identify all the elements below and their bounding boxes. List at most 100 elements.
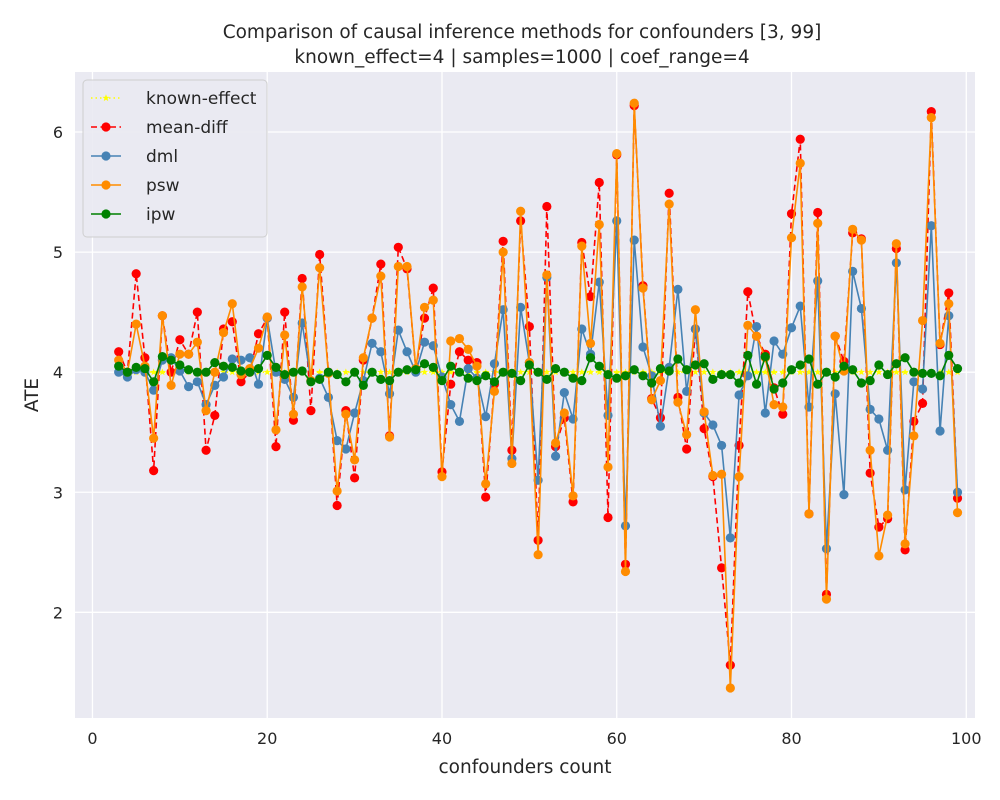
data-point — [463, 363, 473, 374]
data-point — [175, 360, 185, 370]
data-point — [507, 368, 517, 378]
data-point — [516, 302, 526, 312]
x-tick-label: 100 — [951, 729, 982, 748]
data-point — [332, 486, 342, 496]
data-point — [463, 373, 473, 383]
data-point — [481, 492, 491, 502]
legend-label: mean-diff — [146, 118, 229, 138]
data-point — [402, 347, 412, 357]
data-point — [690, 305, 700, 315]
data-point — [419, 302, 430, 312]
data-point — [883, 510, 893, 520]
legend-label: dml — [146, 147, 178, 167]
data-point — [559, 367, 569, 377]
data-point — [690, 324, 700, 334]
data-point — [253, 363, 264, 374]
data-point — [316, 368, 324, 376]
x-tick-label: 20 — [257, 729, 277, 748]
data-point — [673, 354, 683, 364]
data-point — [900, 539, 910, 549]
data-point — [900, 353, 910, 363]
data-point — [699, 359, 709, 369]
data-point — [149, 385, 159, 395]
data-point — [428, 295, 438, 305]
data-point — [952, 487, 963, 497]
data-point — [550, 363, 561, 374]
data-point — [192, 367, 202, 377]
data-point — [218, 372, 229, 382]
data-point — [419, 313, 430, 323]
data-point — [917, 315, 928, 326]
data-point — [227, 362, 237, 372]
data-point — [734, 390, 744, 400]
x-tick-label: 80 — [781, 729, 801, 748]
data-point — [909, 431, 919, 441]
data-point — [192, 337, 202, 347]
data-point — [236, 377, 246, 387]
data-point — [157, 311, 167, 321]
data-point — [952, 508, 963, 518]
data-point — [830, 389, 840, 399]
data-point — [945, 368, 953, 376]
data-point — [498, 236, 508, 246]
series-ipw — [114, 350, 963, 394]
data-point — [367, 313, 377, 323]
data-point — [866, 368, 874, 376]
data-point — [585, 291, 596, 302]
data-point — [201, 406, 211, 416]
data-point — [830, 331, 840, 341]
data-point — [437, 472, 447, 482]
data-point — [114, 361, 124, 371]
data-point — [814, 368, 822, 376]
data-point — [131, 319, 141, 329]
data-point — [542, 374, 552, 384]
data-point — [594, 177, 604, 188]
data-point — [700, 368, 708, 376]
data-point — [210, 367, 220, 377]
data-point — [543, 368, 551, 376]
data-point — [358, 380, 368, 390]
data-point — [454, 367, 465, 377]
data-point — [341, 444, 351, 454]
data-point — [926, 113, 936, 123]
data-point — [892, 368, 900, 376]
data-point — [350, 473, 360, 483]
data-point — [569, 368, 577, 376]
data-point — [332, 500, 342, 511]
data-point — [673, 284, 683, 294]
data-point — [192, 377, 202, 387]
data-point — [288, 409, 299, 419]
data-point — [533, 367, 543, 377]
data-point — [917, 398, 928, 409]
data-point — [577, 375, 587, 386]
data-point — [935, 426, 945, 436]
data-point — [586, 368, 595, 376]
data-point — [821, 594, 832, 604]
data-point — [341, 377, 351, 387]
data-point — [342, 368, 350, 376]
data-point — [297, 282, 307, 292]
data-point — [578, 368, 586, 376]
data-point — [691, 368, 699, 376]
data-point — [813, 207, 823, 218]
data-point — [577, 241, 587, 251]
data-point — [376, 271, 386, 281]
data-point — [804, 509, 814, 519]
x-tick-label: 40 — [432, 729, 452, 748]
data-point — [367, 338, 377, 348]
data-point — [210, 410, 220, 421]
data-point — [166, 355, 176, 365]
data-point — [821, 544, 832, 554]
y-tick-label: 3 — [53, 483, 63, 502]
y-tick-label: 4 — [53, 363, 63, 382]
data-point — [682, 444, 692, 454]
data-point — [725, 533, 735, 543]
data-point — [751, 379, 762, 389]
data-point — [830, 372, 840, 382]
data-point — [533, 550, 543, 560]
data-point — [131, 362, 141, 372]
data-point — [158, 368, 166, 376]
y-tick-label: 5 — [53, 243, 63, 262]
data-point — [463, 344, 473, 354]
